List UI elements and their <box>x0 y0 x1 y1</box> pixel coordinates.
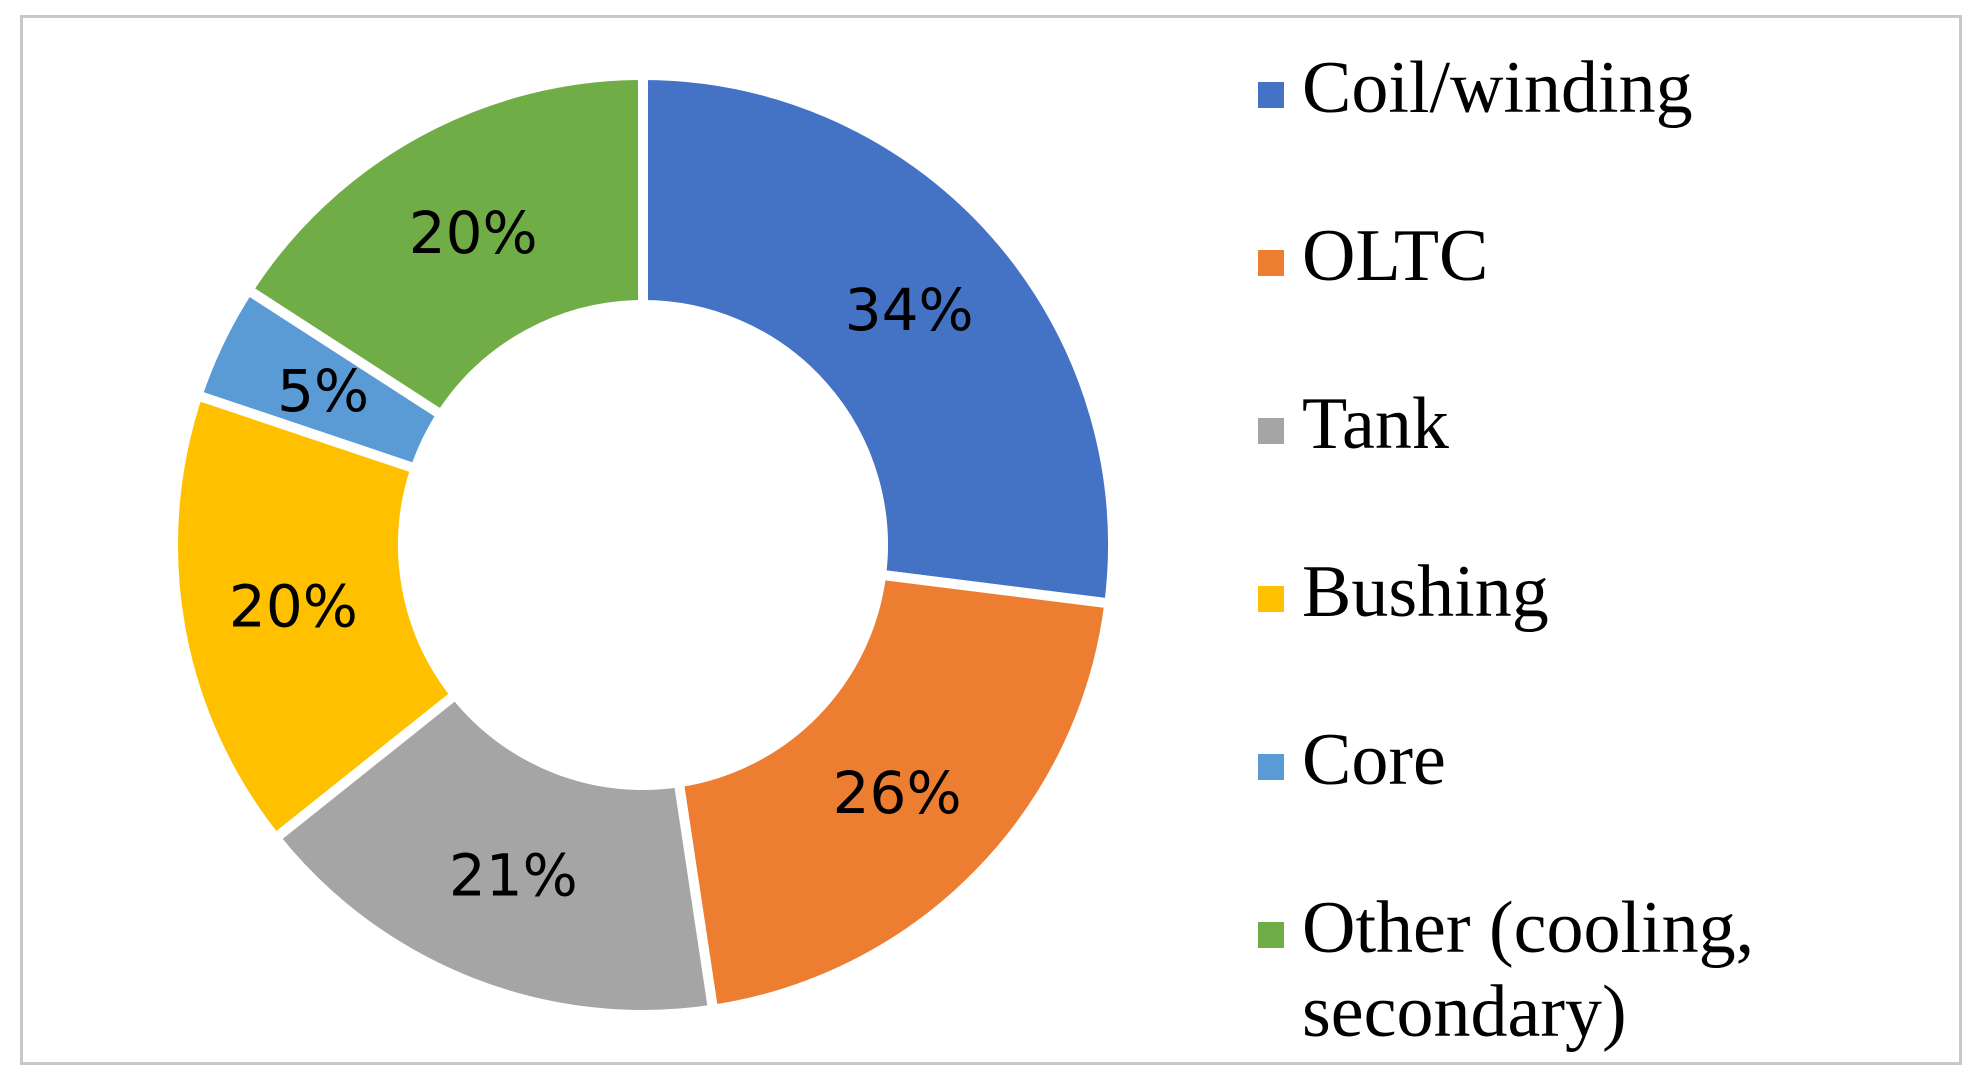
legend-item-other-cooling-secondary: Other (cooling, secondary) <box>1258 886 1922 1054</box>
slice-bushing <box>168 388 463 846</box>
legend-item-bushing: Bushing <box>1258 550 1922 634</box>
legend-swatch <box>1258 250 1284 276</box>
legend-swatch <box>1258 586 1284 612</box>
legend-label: Other (cooling, secondary) <box>1302 887 1755 1053</box>
legend-item-oltc: OLTC <box>1258 214 1922 298</box>
legend-label: Tank <box>1302 383 1449 465</box>
donut-chart: 34% 26% 21% 20% 5% 20% <box>168 69 1118 1020</box>
legend-swatch <box>1258 82 1284 108</box>
legend-label: Core <box>1302 719 1446 801</box>
legend-label: OLTC <box>1302 215 1489 297</box>
legend-swatch <box>1258 922 1284 948</box>
chart-frame: 34% 26% 21% 20% 5% 20% Coil/winding OLTC Tank Bu… <box>20 15 1962 1065</box>
legend-label: Coil/winding <box>1302 47 1693 129</box>
legend-item-core: Core <box>1258 718 1922 802</box>
legend-swatch <box>1258 418 1284 444</box>
data-label-core: 5% <box>277 357 369 425</box>
slice-tank <box>268 687 719 1020</box>
data-label-other-cooling-secondary: 20% <box>409 199 538 267</box>
slice-oltc <box>673 569 1115 1016</box>
legend-swatch <box>1258 754 1284 780</box>
data-label-tank: 21% <box>449 841 578 909</box>
data-label-coil-winding: 34% <box>845 276 974 344</box>
slices-group <box>168 69 1118 1020</box>
data-label-bushing: 20% <box>229 573 358 641</box>
labels-group: 34% 26% 21% 20% 5% 20% <box>229 199 974 909</box>
slice-other-cooling-secondary <box>241 69 648 422</box>
legend-item-coil-winding: Coil/winding <box>1258 46 1922 130</box>
data-label-oltc: 26% <box>833 759 962 827</box>
legend-label: Bushing <box>1302 551 1549 633</box>
slice-coil-winding <box>638 69 1118 610</box>
legend-item-tank: Tank <box>1258 382 1922 466</box>
